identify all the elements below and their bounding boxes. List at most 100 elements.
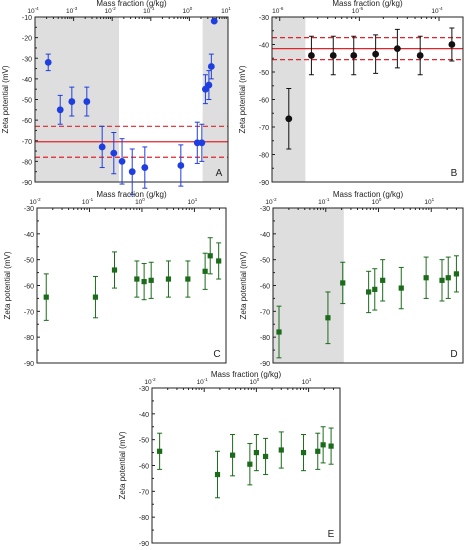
y-axis-title: Zeta potential (mV) [239,251,248,319]
y-tick-label: -40 [24,232,34,239]
y-tick-label: -60 [24,284,34,291]
x-tick-label: 10-5 [352,6,364,15]
data-point [111,267,118,273]
data-point [350,52,358,59]
x-tick-label: 100 [250,377,260,386]
data-point [445,275,451,281]
data-point [216,258,222,264]
shaded-region [273,208,344,363]
x-tick-exponent: 0 [142,197,145,202]
x-tick-label: 10-2 [265,197,277,206]
y-tick-label: -30 [22,56,32,63]
data-point [56,106,64,114]
plot-frame [151,387,341,544]
data-point [110,149,118,157]
data-point [202,268,208,274]
panel-label: D [450,349,457,360]
y-tick-label: -50 [24,258,34,265]
data-point [134,276,140,282]
x-tick-exponent: -2 [273,197,277,202]
data-point [285,115,293,123]
data-point [165,276,172,282]
y-tick-label: -80 [24,335,34,342]
data-point [340,280,346,286]
y-tick-label: -90 [24,361,34,368]
data-point [262,453,269,460]
data-point [380,277,386,283]
x-tick-exponent: 1 [432,197,435,202]
x-tick-exponent: -2 [152,377,156,382]
y-tick-label: -60 [260,284,270,291]
y-tick-label: -70 [22,139,32,146]
data-point [393,45,401,53]
plot-frame [36,207,227,364]
data-point [372,286,378,292]
x-tick-label: 10-4 [431,6,443,15]
data-point [372,50,380,58]
x-tick-label: 10-1 [143,6,155,15]
data-point [141,164,149,171]
x-tick-exponent: -3 [73,6,77,11]
y-axis-title: Zeta potential (mV) [238,65,247,133]
x-tick-label: 100 [183,6,193,15]
data-point [83,98,91,105]
x-axis-title: Mass fraction (g/kg) [332,0,403,8]
panel-label: E [328,529,335,540]
data-point [68,98,76,105]
x-tick-label: 10-2 [144,377,156,386]
x-tick-label: 10-2 [29,197,41,206]
x-axis-title: Mass fraction (g/kg) [333,190,404,199]
data-point [253,449,259,456]
data-point [128,168,136,176]
x-tick-exponent: -1 [204,377,208,382]
x-tick-exponent: 1 [195,197,198,202]
data-point [416,52,424,59]
x-tick-exponent: 0 [257,377,260,382]
y-tick-label: -50 [260,258,270,265]
panel-label: B [451,168,458,179]
data-point [118,157,126,165]
y-tick-label: -90 [260,361,270,368]
data-point [198,139,206,147]
y-tick-label: -80 [139,515,149,522]
x-tick-exponent: -6 [279,6,283,11]
data-point [325,315,331,321]
data-point [439,277,445,283]
x-tick-exponent: 1 [309,377,312,382]
y-tick-label: -20 [22,36,32,43]
y-tick-label: -30 [260,206,270,213]
x-tick-exponent: -2 [112,6,116,11]
y-tick-label: -40 [139,412,149,419]
x-axis-title: Mass fraction (g/kg) [96,0,167,8]
y-axis-title: Zeta potential (mV) [118,431,127,499]
data-point [92,294,99,300]
data-point [214,471,221,478]
x-tick-label: 100 [135,197,145,206]
y-tick-label: -80 [260,335,270,342]
x-tick-exponent: 0 [379,197,382,202]
y-tick-label: -80 [22,159,32,166]
data-point [141,279,147,285]
x-tick-label: 10-1 [197,377,209,386]
x-tick-label: 101 [188,197,198,206]
data-point [98,143,106,151]
x-tick-exponent: -1 [89,197,93,202]
shaded-region [35,17,119,182]
x-axis-title: Mass fraction (g/kg) [211,370,282,379]
y-tick-label: -70 [24,309,34,316]
data-point [44,58,52,66]
data-point [157,448,163,454]
y-tick-label: -90 [259,180,269,187]
data-point [329,52,337,59]
panel-label: C [213,349,220,360]
y-tick-label: -50 [22,98,32,105]
y-tick-label: -10 [22,15,32,22]
x-tick-exponent: -1 [325,197,329,202]
data-point [320,442,326,448]
data-point [423,275,429,281]
x-axis-title: Mass fraction (g/kg) [96,190,167,199]
x-tick-label: 100 [372,197,382,206]
